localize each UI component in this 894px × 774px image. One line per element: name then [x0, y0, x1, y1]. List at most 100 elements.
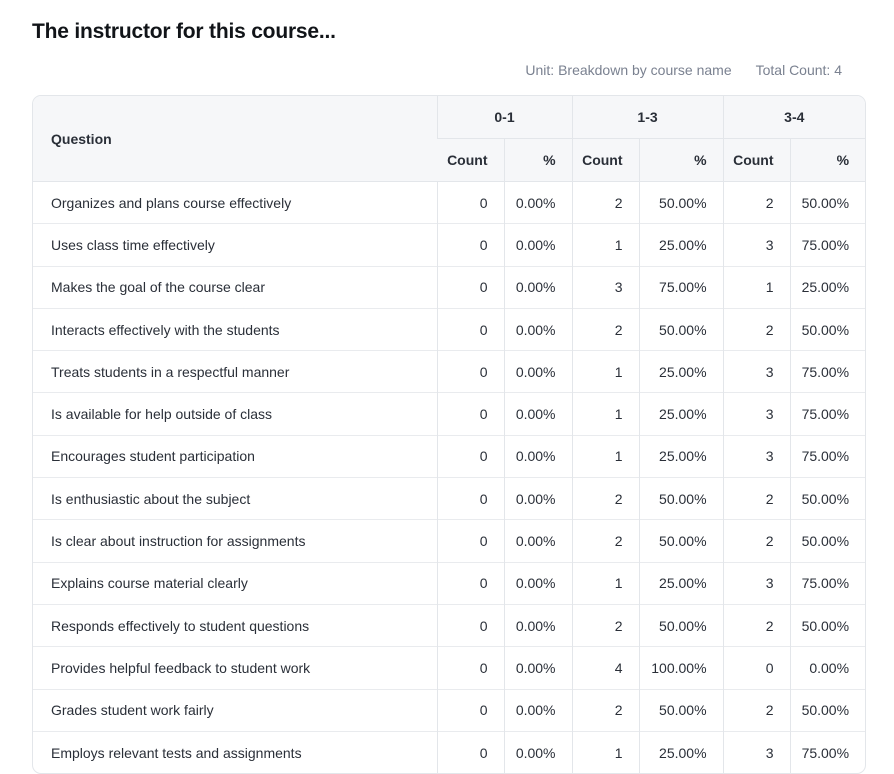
- percent-cell: 25.00%: [789, 265, 865, 309]
- percent-cell: 50.00%: [638, 519, 724, 563]
- percent-cell: 25.00%: [638, 730, 724, 774]
- count-cell: 3: [722, 730, 791, 774]
- percent-cell: 0.00%: [503, 265, 573, 309]
- table-row: Explains course material clearly 0 0.00% 1 2…: [33, 561, 865, 605]
- count-cell: 2: [571, 519, 640, 563]
- percent-cell: 75.00%: [789, 730, 865, 774]
- count-cell: 0: [436, 223, 504, 267]
- question-cell: Uses class time effectively: [33, 223, 437, 267]
- percent-cell: 50.00%: [789, 181, 865, 224]
- count-cell: 0: [436, 688, 504, 732]
- table-body: Organizes and plans course effectively 0 0…: [33, 181, 865, 774]
- table-row: Encourages student participation 0 0.00% 1 2…: [33, 434, 865, 478]
- unit-label: Unit: Breakdown by course name: [525, 62, 732, 78]
- question-column-header: Question: [33, 96, 437, 182]
- percent-cell: 0.00%: [503, 561, 573, 605]
- question-cell: Is available for help outside of class: [33, 392, 437, 436]
- percent-cell: 50.00%: [789, 519, 865, 563]
- group-header: 3-4: [722, 96, 865, 139]
- count-cell: 0: [436, 181, 504, 224]
- table-row: Treats students in a respectful manner 0 0…: [33, 350, 865, 393]
- table-row: Organizes and plans course effectively 0 0…: [33, 181, 865, 224]
- table-row: Employs relevant tests and assignments 0 0…: [33, 730, 865, 774]
- question-cell: Explains course material clearly: [33, 561, 437, 605]
- count-cell: 1: [722, 265, 791, 309]
- count-cell: 0: [436, 730, 504, 774]
- percent-cell: 50.00%: [638, 181, 724, 224]
- question-cell: Is enthusiastic about the subject: [33, 477, 437, 520]
- table-meta: Unit: Breakdown by course name Total Cou…: [525, 62, 842, 78]
- count-cell: 2: [722, 307, 791, 351]
- percent-cell: 0.00%: [503, 350, 573, 393]
- percent-cell: 25.00%: [638, 350, 724, 393]
- question-cell: Organizes and plans course effectively: [51, 194, 292, 211]
- percent-cell: 75.00%: [789, 223, 865, 267]
- percent-cell: 25.00%: [638, 434, 724, 478]
- count-cell: 3: [722, 350, 791, 393]
- table-row: Uses class time effectively 0 0.00% 1 25.00%…: [33, 223, 865, 267]
- count-cell: 1: [571, 350, 640, 393]
- percent-cell: 0.00%: [503, 477, 573, 520]
- count-column-header: Count: [571, 138, 640, 182]
- percent-cell: 100.00%: [638, 646, 724, 690]
- count-cell: 3: [571, 265, 640, 309]
- question-cell: Treats students in a respectful manner: [33, 350, 437, 393]
- group-header: 1-3: [571, 96, 724, 139]
- question-cell: Encourages student participation: [33, 434, 437, 478]
- percent-cell: 75.00%: [789, 392, 865, 436]
- count-cell: 2: [722, 181, 791, 224]
- count-cell: 2: [722, 603, 791, 647]
- table-row: Is clear about instruction for assignmen…: [33, 519, 865, 563]
- percent-cell: 50.00%: [638, 688, 724, 732]
- percent-cell: 0.00%: [503, 181, 573, 224]
- percent-cell: 75.00%: [789, 434, 865, 478]
- table-row: Is enthusiastic about the subject 0 0.00% 2…: [33, 477, 865, 520]
- count-cell: 0: [436, 434, 504, 478]
- count-cell: 0: [436, 477, 504, 520]
- table-row: Grades student work fairly 0 0.00% 2 50.00% 2…: [33, 688, 865, 732]
- table-row: Is available for help outside of class 0 0…: [33, 392, 865, 436]
- count-cell: 1: [571, 730, 640, 774]
- count-cell: 0: [436, 265, 504, 309]
- percent-cell: 75.00%: [789, 561, 865, 605]
- count-cell: 0: [436, 392, 504, 436]
- question-cell: Is clear about instruction for assignmen…: [33, 519, 437, 563]
- percent-column-header: %: [503, 138, 573, 182]
- percent-cell: 0.00%: [503, 688, 573, 732]
- question-cell: Responds effectively to student question…: [33, 603, 437, 647]
- percent-cell: 0.00%: [503, 307, 573, 351]
- percent-column-header: %: [789, 138, 865, 182]
- count-cell: 1: [571, 392, 640, 436]
- count-cell: 1: [571, 223, 640, 267]
- percent-cell: 25.00%: [638, 392, 724, 436]
- percent-cell: 50.00%: [789, 307, 865, 351]
- count-cell: 0: [436, 350, 504, 393]
- count-cell: 3: [722, 561, 791, 605]
- count-cell: 0: [436, 561, 504, 605]
- count-cell: 0: [722, 646, 791, 690]
- count-cell: 0: [436, 646, 504, 690]
- count-column-header: Count: [437, 138, 504, 182]
- percent-cell: 0.00%: [503, 646, 573, 690]
- question-cell: Interacts effectively with the students: [33, 307, 437, 351]
- table-row: Provides helpful feedback to student wor…: [33, 646, 865, 690]
- percent-cell: 0.00%: [503, 603, 573, 647]
- percent-cell: 75.00%: [789, 350, 865, 393]
- percent-cell: 0.00%: [503, 519, 573, 563]
- percent-cell: 0.00%: [503, 392, 573, 436]
- count-cell: 2: [571, 181, 640, 224]
- group-header: 0-1: [436, 96, 573, 139]
- count-column-header: Count: [722, 138, 791, 182]
- total-count-label: Total Count: 4: [755, 62, 842, 78]
- question-cell: Employs relevant tests and assignments: [33, 730, 437, 774]
- question-cell: Grades student work fairly: [33, 688, 437, 732]
- table-row: Interacts effectively with the students 0…: [33, 307, 865, 351]
- percent-column-header: %: [638, 138, 724, 182]
- count-cell: 0: [436, 307, 504, 351]
- count-cell: 2: [722, 477, 791, 520]
- count-cell: 1: [571, 434, 640, 478]
- count-cell: 3: [722, 392, 791, 436]
- count-cell: 1: [571, 561, 640, 605]
- question-cell: Makes the goal of the course clear: [33, 265, 437, 309]
- count-cell: 4: [571, 646, 640, 690]
